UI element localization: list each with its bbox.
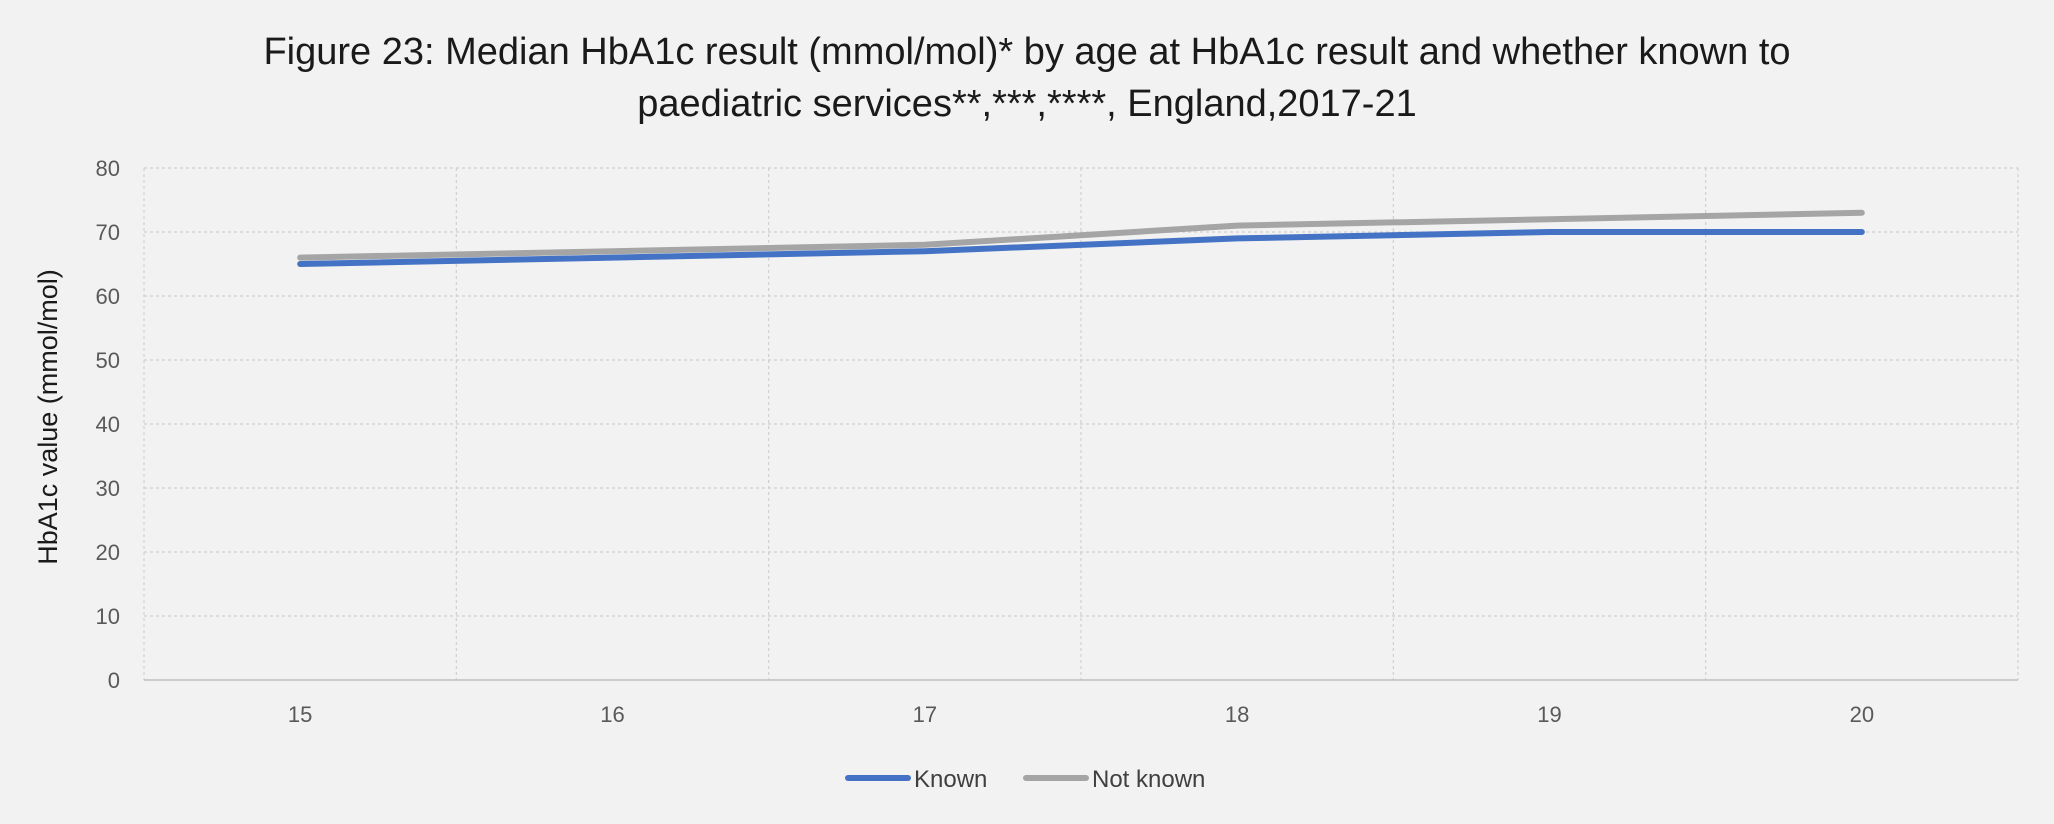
legend-label: Known	[914, 766, 987, 793]
y-tick-label: 40	[96, 412, 120, 437]
legend: Known Not known	[845, 766, 1205, 793]
series-line-not-known	[297, 209, 1865, 261]
legend-label: Not known	[1092, 766, 1205, 793]
x-tick-label: 15	[288, 702, 312, 727]
axes: 0 10 20 30 40 50 60 70 80 15 16 17 18 19 20	[96, 156, 2018, 727]
legend-item-known: Known	[845, 766, 987, 793]
chart-title: Figure 23: Median HbA1c result (mmol/mol…	[150, 26, 1904, 130]
x-tick-label: 20	[1850, 702, 1874, 727]
y-axis-label: HbA1c value (mmol/mol)	[33, 269, 63, 565]
y-tick-label: 80	[96, 156, 120, 181]
series-lines	[297, 209, 1865, 267]
x-tick-label: 16	[600, 702, 624, 727]
chart-title-line-1: Figure 23: Median HbA1c result (mmol/mol…	[263, 31, 1791, 73]
y-tick-label: 70	[96, 220, 120, 245]
x-tick-label: 17	[913, 702, 937, 727]
y-tick-label: 10	[96, 604, 120, 629]
x-tick-label: 19	[1537, 702, 1561, 727]
x-tick-label: 18	[1225, 702, 1249, 727]
chart-title-line-2: paediatric services**,***,****, England,…	[637, 83, 1417, 125]
series-line-known	[297, 229, 1865, 267]
y-tick-label: 30	[96, 476, 120, 501]
y-tick-label: 60	[96, 284, 120, 309]
y-tick-label: 0	[108, 668, 120, 693]
y-tick-label: 20	[96, 540, 120, 565]
y-tick-label: 50	[96, 348, 120, 373]
legend-item-not-known: Not known	[1023, 766, 1205, 793]
